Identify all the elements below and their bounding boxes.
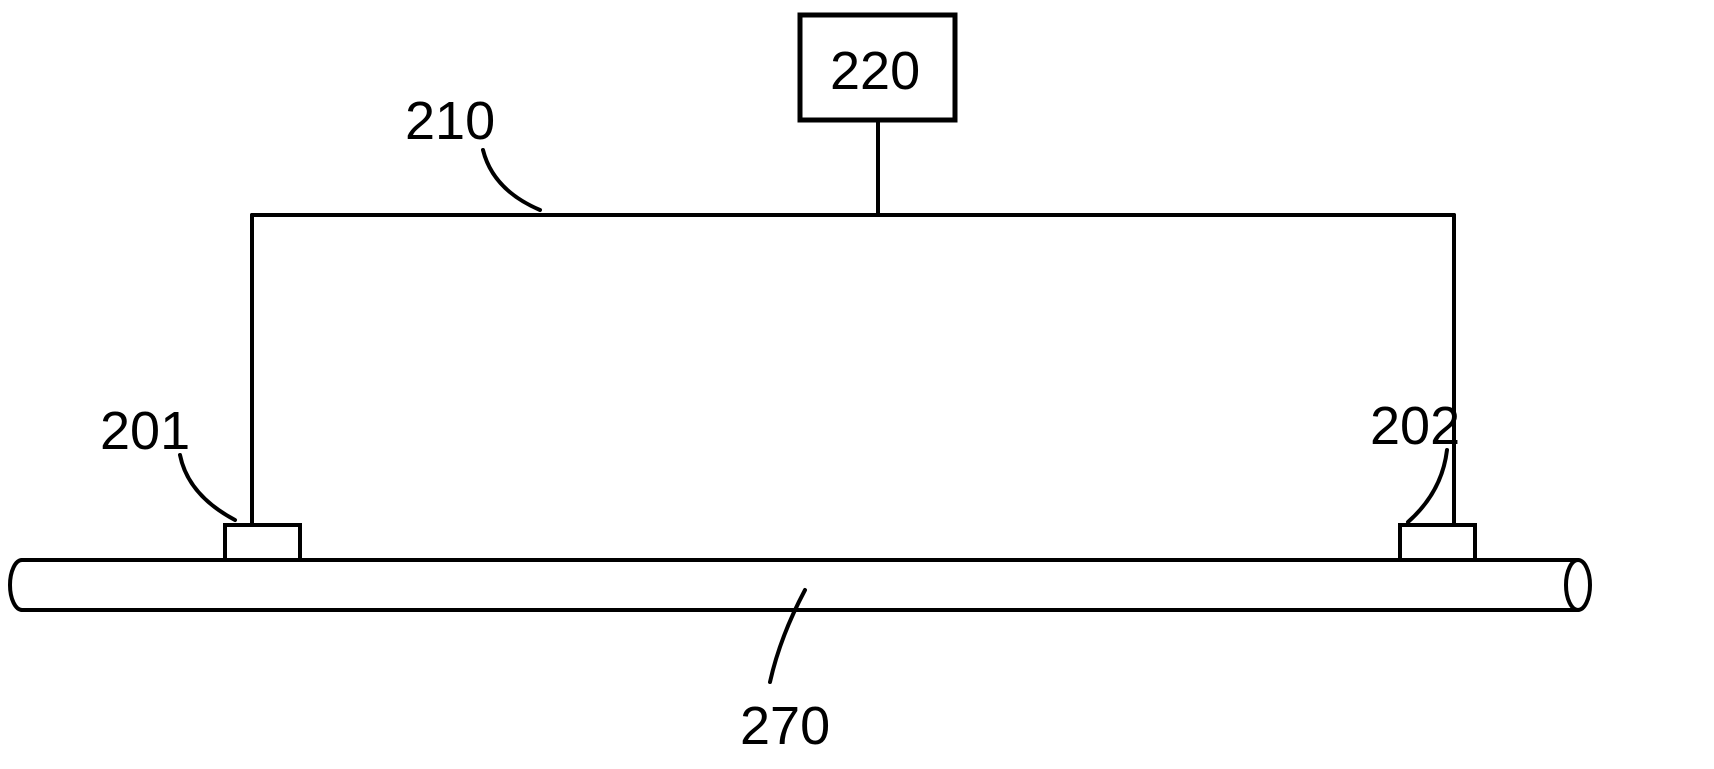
label-220: 220 (830, 40, 920, 102)
schematic-diagram (0, 0, 1714, 769)
label-202: 202 (1370, 395, 1460, 457)
label-201: 201 (100, 400, 190, 462)
label-270: 270 (740, 695, 830, 757)
label-210: 210 (405, 90, 495, 152)
